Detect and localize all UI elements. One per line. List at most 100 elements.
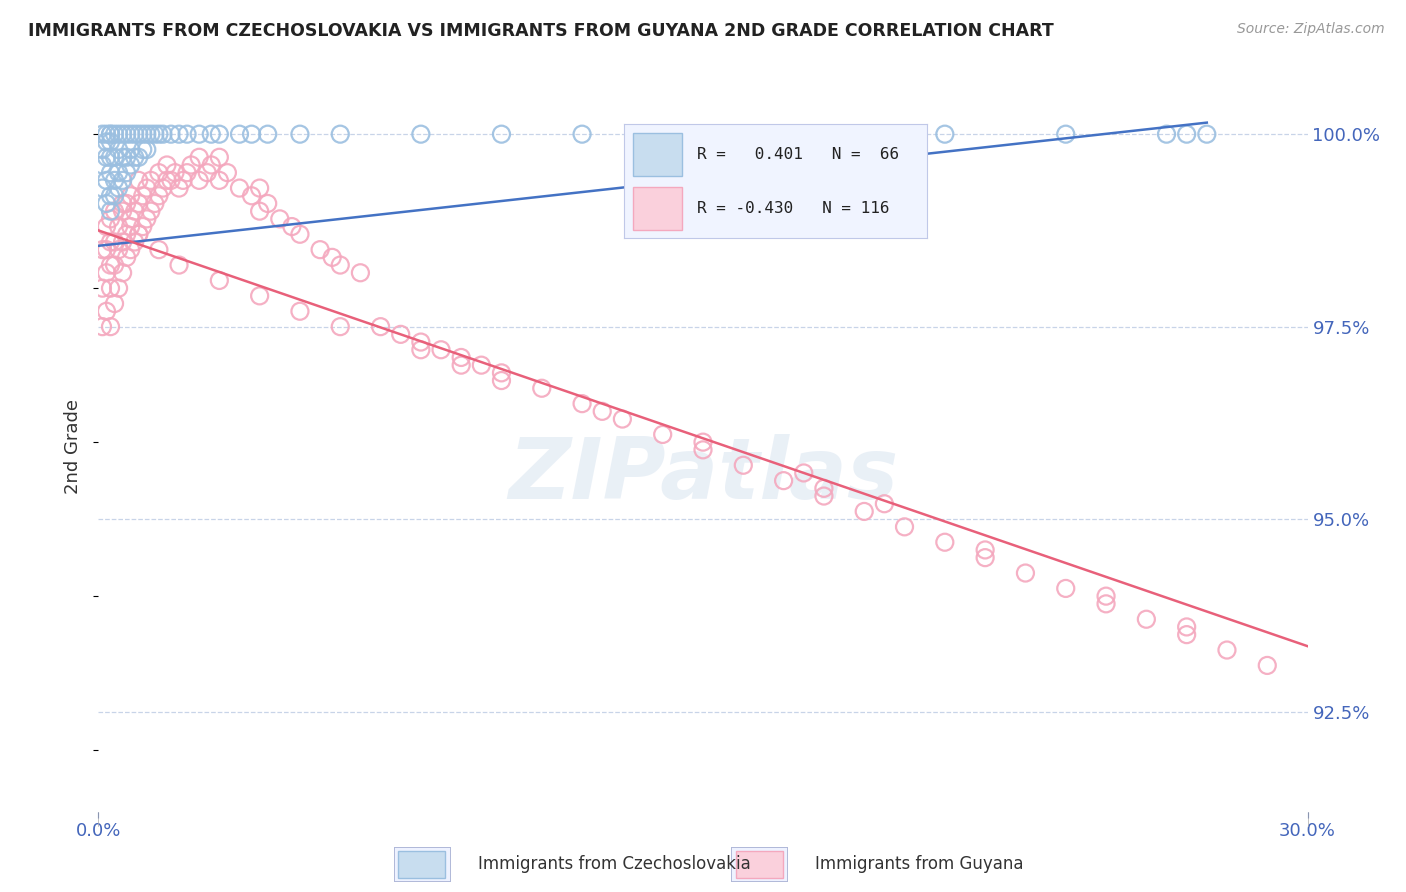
Point xyxy=(249,181,271,195)
Point xyxy=(256,127,278,141)
Point xyxy=(115,150,138,164)
Point xyxy=(772,474,794,488)
Point xyxy=(91,281,114,295)
Point xyxy=(100,127,122,141)
Point xyxy=(571,127,593,141)
FancyBboxPatch shape xyxy=(398,851,446,878)
Point xyxy=(200,158,222,172)
Point xyxy=(91,181,114,195)
Point xyxy=(1175,127,1198,141)
Point xyxy=(96,173,118,187)
Point xyxy=(288,304,311,318)
Point xyxy=(450,351,472,365)
Text: ZIPatlas: ZIPatlas xyxy=(508,434,898,516)
Point xyxy=(148,188,170,202)
Point xyxy=(612,412,634,426)
Point xyxy=(470,358,492,372)
Point xyxy=(132,127,155,141)
Point xyxy=(188,173,211,187)
Point xyxy=(96,127,118,141)
Point xyxy=(228,181,250,195)
Point xyxy=(107,127,129,141)
Point xyxy=(124,235,146,249)
Text: IMMIGRANTS FROM CZECHOSLOVAKIA VS IMMIGRANTS FROM GUYANA 2ND GRADE CORRELATION C: IMMIGRANTS FROM CZECHOSLOVAKIA VS IMMIGR… xyxy=(28,22,1054,40)
Point xyxy=(1054,127,1077,141)
Point xyxy=(692,442,714,457)
Point xyxy=(107,281,129,295)
Point xyxy=(100,166,122,180)
Point xyxy=(96,304,118,318)
Point xyxy=(103,235,125,249)
Point xyxy=(103,188,125,202)
Point xyxy=(120,219,142,234)
Point xyxy=(1135,612,1157,626)
Point xyxy=(107,143,129,157)
Point xyxy=(100,211,122,226)
Point xyxy=(91,243,114,257)
Point xyxy=(103,204,125,219)
Point xyxy=(120,158,142,172)
Point xyxy=(91,158,114,172)
Point xyxy=(1014,566,1036,580)
Point xyxy=(195,166,218,180)
Point xyxy=(100,235,122,249)
Point xyxy=(115,251,138,265)
Point xyxy=(269,211,291,226)
Point xyxy=(152,127,174,141)
Point xyxy=(111,196,134,211)
Point xyxy=(115,196,138,211)
Point xyxy=(934,535,956,549)
Point xyxy=(120,243,142,257)
Point xyxy=(240,188,263,202)
Point xyxy=(893,520,915,534)
Point xyxy=(1095,589,1118,603)
Point xyxy=(124,127,146,141)
Point xyxy=(128,150,150,164)
Point xyxy=(249,204,271,219)
Point xyxy=(813,127,835,141)
Y-axis label: 2nd Grade: 2nd Grade xyxy=(65,399,83,493)
Point xyxy=(200,127,222,141)
Point xyxy=(793,466,815,480)
Point xyxy=(188,150,211,164)
Point xyxy=(96,135,118,149)
Point xyxy=(167,127,190,141)
Point xyxy=(733,458,755,473)
Point xyxy=(111,235,134,249)
Point xyxy=(571,397,593,411)
Point xyxy=(1054,582,1077,596)
Point xyxy=(651,427,673,442)
Point xyxy=(143,196,166,211)
Point xyxy=(96,266,118,280)
Point xyxy=(103,150,125,164)
Point xyxy=(530,381,553,395)
Point xyxy=(100,258,122,272)
Text: R =   0.401   N =  66: R = 0.401 N = 66 xyxy=(697,147,898,162)
Point xyxy=(176,166,198,180)
Point xyxy=(100,150,122,164)
Point xyxy=(591,404,613,418)
Point xyxy=(974,550,997,565)
Point xyxy=(148,127,170,141)
Point xyxy=(491,374,513,388)
Point xyxy=(148,243,170,257)
Point xyxy=(288,227,311,242)
Point xyxy=(160,127,183,141)
Point xyxy=(111,204,134,219)
Text: Source: ZipAtlas.com: Source: ZipAtlas.com xyxy=(1237,22,1385,37)
Point xyxy=(100,127,122,141)
Point xyxy=(103,127,125,141)
Point xyxy=(321,251,343,265)
Point xyxy=(152,181,174,195)
Point xyxy=(329,258,352,272)
Point xyxy=(115,227,138,242)
Point xyxy=(692,435,714,450)
Point xyxy=(111,173,134,187)
Point xyxy=(228,127,250,141)
Point xyxy=(217,166,239,180)
Point xyxy=(128,227,150,242)
Point xyxy=(167,258,190,272)
Point xyxy=(188,127,211,141)
Point xyxy=(256,196,278,211)
Point xyxy=(934,127,956,141)
